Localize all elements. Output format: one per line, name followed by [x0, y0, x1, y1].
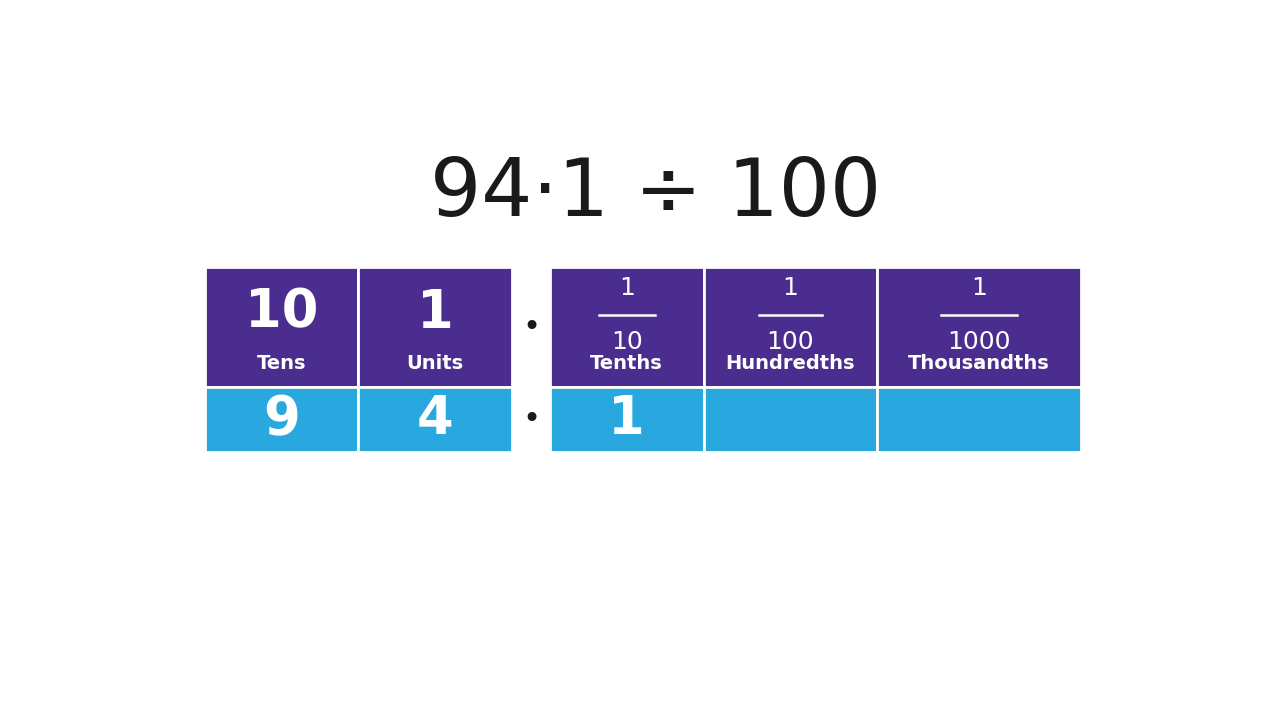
Text: 10: 10: [244, 287, 319, 338]
FancyBboxPatch shape: [205, 387, 358, 452]
Text: Hundredths: Hundredths: [726, 354, 855, 373]
Text: 10: 10: [611, 330, 643, 354]
Text: •: •: [522, 405, 540, 434]
FancyBboxPatch shape: [550, 387, 704, 452]
FancyBboxPatch shape: [877, 267, 1080, 387]
FancyBboxPatch shape: [205, 267, 358, 387]
FancyBboxPatch shape: [704, 267, 877, 387]
Text: 100: 100: [767, 330, 814, 354]
Text: Tens: Tens: [257, 354, 306, 373]
FancyBboxPatch shape: [358, 387, 512, 452]
Text: 1: 1: [608, 393, 645, 446]
Text: 1: 1: [782, 276, 799, 300]
Text: Thousandths: Thousandths: [908, 354, 1050, 373]
Text: •: •: [522, 312, 540, 341]
Text: 1: 1: [417, 287, 453, 338]
FancyBboxPatch shape: [550, 267, 704, 387]
Text: 94·1 ÷ 100: 94·1 ÷ 100: [430, 156, 882, 233]
FancyBboxPatch shape: [877, 387, 1080, 452]
Text: 1000: 1000: [947, 330, 1011, 354]
Text: 1: 1: [618, 276, 635, 300]
Text: 4: 4: [417, 393, 453, 446]
Text: Units: Units: [407, 354, 463, 373]
Text: 1: 1: [972, 276, 987, 300]
FancyBboxPatch shape: [358, 267, 512, 387]
FancyBboxPatch shape: [704, 387, 877, 452]
Text: 9: 9: [264, 393, 300, 446]
Text: Tenths: Tenths: [590, 354, 663, 373]
